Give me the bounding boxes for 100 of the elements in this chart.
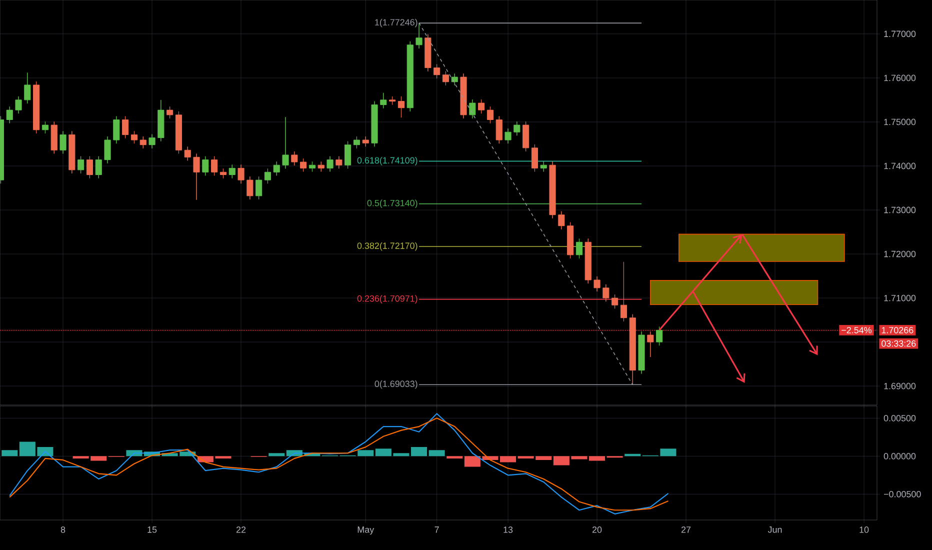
ref-line-label: 0.382(1.72170) — [357, 242, 418, 251]
candlestick — [380, 92, 387, 109]
bar — [411, 447, 428, 456]
ref-line-label: 1(1.77246) — [375, 18, 418, 28]
candlestick — [158, 100, 164, 142]
candlestick — [362, 136, 369, 147]
candlestick — [326, 156, 334, 172]
candlestick — [50, 121, 58, 154]
candlestick — [148, 134, 156, 149]
ref-line-label: 0.618(1.74109) — [357, 156, 418, 166]
candlestick — [576, 238, 582, 259]
candlestick — [113, 116, 120, 144]
candlestick — [353, 136, 360, 149]
candlestick — [336, 156, 342, 169]
candlestick — [602, 284, 610, 302]
candlestick — [522, 121, 530, 152]
candlestick — [318, 161, 324, 172]
candlestick — [68, 130, 76, 174]
candlestick — [6, 106, 13, 124]
candlestick — [220, 168, 226, 179]
candlestick — [451, 73, 458, 86]
candlestick — [371, 101, 378, 147]
candlestick — [416, 22, 422, 49]
y-tick-label: −0.00500 — [884, 490, 921, 498]
candlestick — [238, 164, 244, 184]
candlestick — [104, 136, 111, 164]
candlestick — [95, 156, 102, 179]
candlestick — [647, 331, 654, 358]
x-tick-label: 20 — [592, 526, 602, 533]
candlestick — [612, 294, 618, 309]
candlestick — [344, 141, 352, 169]
y-tick-label: 1.71000 — [884, 294, 916, 302]
x-tick-label: 7 — [434, 526, 439, 533]
candlestick — [620, 262, 627, 322]
candlestick — [540, 161, 547, 172]
x-tick-label: May — [358, 526, 374, 535]
candlestick — [256, 176, 262, 200]
candlestick — [629, 314, 636, 385]
candlestick — [264, 168, 271, 184]
candlestick — [246, 176, 254, 200]
candlestick — [514, 121, 520, 136]
x-tick-label: 27 — [681, 526, 691, 533]
candlestick — [42, 121, 48, 134]
candlestick — [166, 106, 174, 119]
candlestick — [469, 99, 476, 119]
candlestick — [273, 161, 280, 176]
candlestick — [478, 99, 485, 114]
y-tick-label: 1.69000 — [884, 382, 916, 390]
candlestick — [228, 164, 236, 179]
x-tick-label: 15 — [148, 526, 157, 533]
candlestick — [406, 41, 414, 112]
candlestick — [398, 96, 404, 118]
text: 1.70266 — [882, 326, 914, 334]
candlestick — [193, 153, 200, 200]
y-tick-label: 1.75000 — [884, 118, 916, 126]
y-tick-label: 1.77000 — [884, 30, 916, 38]
x-tick-label: 13 — [504, 526, 513, 533]
y-tick-label: 1.72000 — [884, 250, 916, 258]
text: 03:33:26 — [882, 340, 916, 347]
candlestick — [496, 116, 502, 144]
candlestick — [300, 158, 307, 172]
bar — [268, 453, 285, 456]
y-tick-label: 1.74000 — [884, 162, 916, 170]
x-tick-label: 8 — [60, 526, 66, 533]
candlestick — [202, 156, 209, 176]
y-tick-label: 1.76000 — [884, 74, 916, 82]
candlestick — [184, 146, 191, 161]
candlestick — [567, 222, 574, 259]
x-tick-label: Jun — [768, 526, 782, 533]
ref-line-label: 0.236(1.70971) — [357, 295, 418, 304]
candlestick — [33, 81, 40, 134]
candlestick — [211, 156, 218, 176]
ref-line-label: 0.5(1.73140) — [367, 200, 418, 208]
candlestick — [78, 156, 84, 174]
candlestick — [175, 111, 182, 154]
candlestick — [558, 211, 565, 230]
bar — [428, 450, 445, 456]
x-tick-label: 22 — [236, 526, 246, 533]
candlestick — [584, 238, 592, 284]
bar — [500, 456, 516, 462]
candlestick — [291, 151, 298, 166]
candlestick — [486, 106, 494, 124]
candlestick — [86, 156, 93, 179]
candlestick — [434, 64, 440, 79]
candlestick — [140, 136, 146, 149]
candlestick — [442, 71, 449, 86]
candlestick — [24, 72, 31, 104]
bar — [2, 450, 18, 456]
candlestick — [15, 96, 22, 114]
candlestick — [282, 116, 289, 169]
y-tick-label: 1.73000 — [884, 206, 916, 214]
candlestick — [389, 96, 396, 106]
bar — [589, 456, 606, 461]
candlestick — [549, 161, 556, 219]
candlestick — [122, 116, 129, 138]
candlestick — [424, 34, 432, 72]
candlestick — [656, 326, 663, 346]
x-tick-label: 10 — [860, 526, 869, 533]
candlestick — [638, 331, 645, 374]
candlestick — [460, 73, 467, 119]
